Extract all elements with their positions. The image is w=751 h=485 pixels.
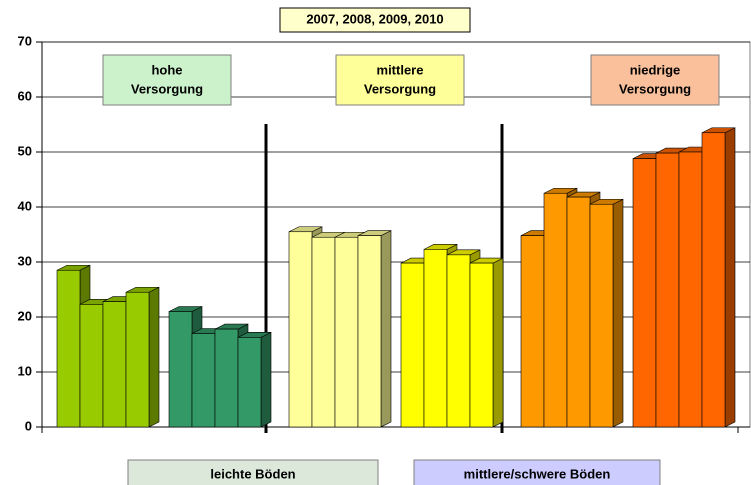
y-tick-label: 50 bbox=[18, 143, 32, 158]
supply-label: Versorgung bbox=[619, 81, 691, 96]
bar-side bbox=[380, 230, 392, 428]
chart-title: 2007, 2008, 2009, 2010 bbox=[306, 11, 443, 26]
bar-side bbox=[260, 331, 272, 428]
bar-side bbox=[724, 127, 736, 428]
y-tick-label: 10 bbox=[18, 363, 32, 378]
bar bbox=[632, 158, 657, 428]
bar bbox=[214, 328, 239, 428]
supply-label: Versorgung bbox=[364, 81, 436, 96]
bar bbox=[357, 235, 382, 428]
title-box bbox=[279, 7, 471, 33]
bar bbox=[589, 203, 614, 428]
bar bbox=[56, 269, 81, 428]
bar bbox=[191, 333, 216, 428]
supply-label: hohe bbox=[151, 62, 182, 77]
bar bbox=[701, 132, 726, 428]
soil-label-box bbox=[127, 459, 379, 485]
bar bbox=[168, 311, 193, 428]
y-tick-label: 60 bbox=[18, 88, 32, 103]
y-tick-label: 70 bbox=[18, 33, 32, 48]
bar bbox=[400, 262, 425, 428]
bar-side bbox=[612, 198, 624, 428]
bar bbox=[566, 196, 591, 428]
supply-label: niedrige bbox=[630, 62, 681, 77]
bar bbox=[288, 231, 313, 428]
supply-label-box bbox=[590, 54, 720, 106]
bar bbox=[125, 291, 150, 428]
bar bbox=[311, 236, 336, 428]
y-tick-label: 40 bbox=[18, 198, 32, 213]
bar bbox=[543, 192, 568, 428]
bar bbox=[655, 152, 680, 428]
bar bbox=[446, 254, 471, 428]
bar-side bbox=[148, 286, 160, 428]
supply-label: Versorgung bbox=[131, 81, 203, 96]
bar bbox=[102, 301, 127, 428]
bar bbox=[469, 262, 494, 428]
bar-side bbox=[492, 257, 504, 428]
supply-label-box bbox=[335, 54, 465, 106]
y-tick-label: 30 bbox=[18, 253, 32, 268]
bar bbox=[79, 304, 104, 428]
soil-label: mittlere/schwere Böden bbox=[464, 466, 611, 481]
y-tick-label: 0 bbox=[25, 418, 32, 433]
y-tick-label: 20 bbox=[18, 308, 32, 323]
bar bbox=[334, 236, 359, 428]
bar bbox=[678, 151, 703, 428]
soil-label: leichte Böden bbox=[210, 466, 295, 481]
plot-area bbox=[41, 41, 751, 428]
bar bbox=[520, 235, 545, 428]
bar bbox=[423, 249, 448, 428]
bar bbox=[237, 337, 262, 428]
soil-label-box bbox=[413, 459, 661, 485]
supply-label-box bbox=[102, 54, 232, 106]
supply-label: mittlere bbox=[377, 62, 424, 77]
